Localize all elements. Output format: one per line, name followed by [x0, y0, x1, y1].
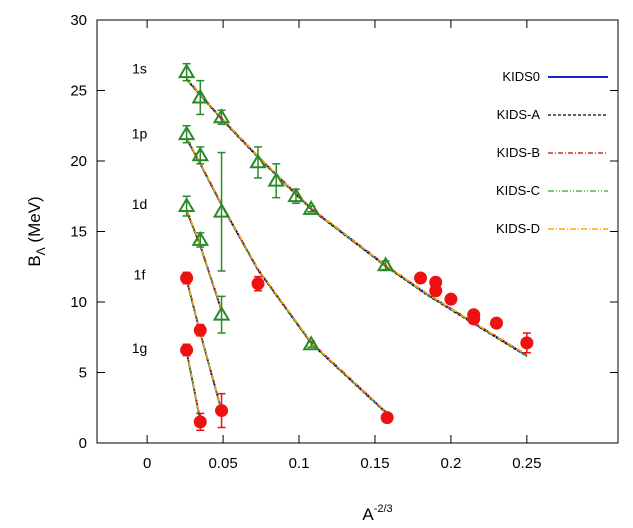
legend-label-kids-a: KIDS-A: [497, 107, 541, 122]
circle-point: [251, 277, 265, 291]
triangle-point: [191, 146, 210, 162]
y-tick-label: 15: [70, 224, 87, 241]
series-line-kids0-1p: [185, 137, 388, 415]
series-line-kids-d-1g: [185, 350, 201, 421]
circle-point: [520, 336, 534, 350]
circle-point: [380, 411, 394, 425]
y-tick-label: 30: [70, 12, 87, 29]
shell-label-1g: 1g: [132, 340, 148, 356]
x-tick-label: 0.25: [512, 455, 541, 472]
x-tick-label: 0.2: [440, 455, 461, 472]
y-tick-label: 25: [70, 83, 87, 100]
y-tick-label: 5: [79, 365, 87, 382]
x-tick-label: 0.05: [208, 455, 237, 472]
y-axis-title: BΛ (MeV): [25, 196, 48, 266]
series-line-kids-a-1p: [186, 139, 388, 415]
triangle-point: [267, 171, 285, 187]
triangle-point: [302, 199, 320, 215]
circle-point: [193, 415, 207, 429]
y-tick-label: 20: [70, 153, 87, 170]
shell-label-1d: 1d: [132, 196, 148, 212]
triangle-point: [249, 153, 267, 169]
circle-point: [489, 316, 503, 330]
circle-point: [180, 271, 194, 285]
shell-label-1f: 1f: [134, 266, 146, 282]
series-line-kids-d-1p: [185, 137, 388, 414]
x-tick-label: 0: [143, 455, 151, 472]
y-tick-label: 0: [79, 435, 87, 452]
triangle-point: [177, 197, 196, 213]
y-axis-title-subscript: Λ: [34, 247, 48, 255]
shell-labels-layer: 1s 1p 1d 1f 1g: [132, 61, 148, 356]
circle-point: [444, 292, 458, 306]
x-axis-title: A-2/3: [362, 503, 392, 524]
shell-label-1p: 1p: [132, 125, 148, 141]
triangle-point: [302, 335, 320, 351]
legend-label-kids-b: KIDS-B: [497, 145, 540, 160]
curves-layer: [185, 77, 528, 422]
triangle-point: [287, 187, 305, 203]
series-line-kids-c-1p: [186, 138, 388, 415]
legend-label-kids-c: KIDS-C: [496, 183, 540, 198]
legend-label-kids0: KIDS0: [502, 69, 540, 84]
circle-point: [193, 323, 207, 337]
circle-point: [429, 284, 443, 298]
markers-layer: [177, 62, 534, 432]
triangle-point: [212, 202, 231, 218]
series-line-kids-b-1p: [186, 137, 388, 413]
ticks-layer: 0 0.05 0.1 0.15 0.2 0.25 0 5 10 15 20 25 30: [70, 12, 618, 472]
circle-point: [180, 343, 194, 357]
circle-point: [215, 404, 229, 418]
triangle-point: [177, 125, 196, 141]
triangle-point: [177, 63, 196, 79]
x-tick-label: 0.15: [360, 455, 389, 472]
y-tick-label: 10: [70, 294, 87, 311]
triangle-point: [212, 305, 231, 321]
triangle-point: [191, 230, 210, 246]
triangle-point: [212, 108, 231, 124]
x-axis-title-superscript: -2/3: [374, 503, 393, 515]
triangle-point: [376, 256, 395, 272]
legend: KIDS0 KIDS-A KIDS-B KIDS-C KIDS-D: [496, 69, 608, 236]
shell-label-1s: 1s: [132, 61, 147, 77]
circle-point: [467, 312, 481, 326]
circle-point: [414, 271, 428, 285]
legend-label-kids-d: KIDS-D: [496, 221, 540, 236]
x-tick-label: 0.1: [289, 455, 310, 472]
triangle-point: [191, 88, 210, 104]
